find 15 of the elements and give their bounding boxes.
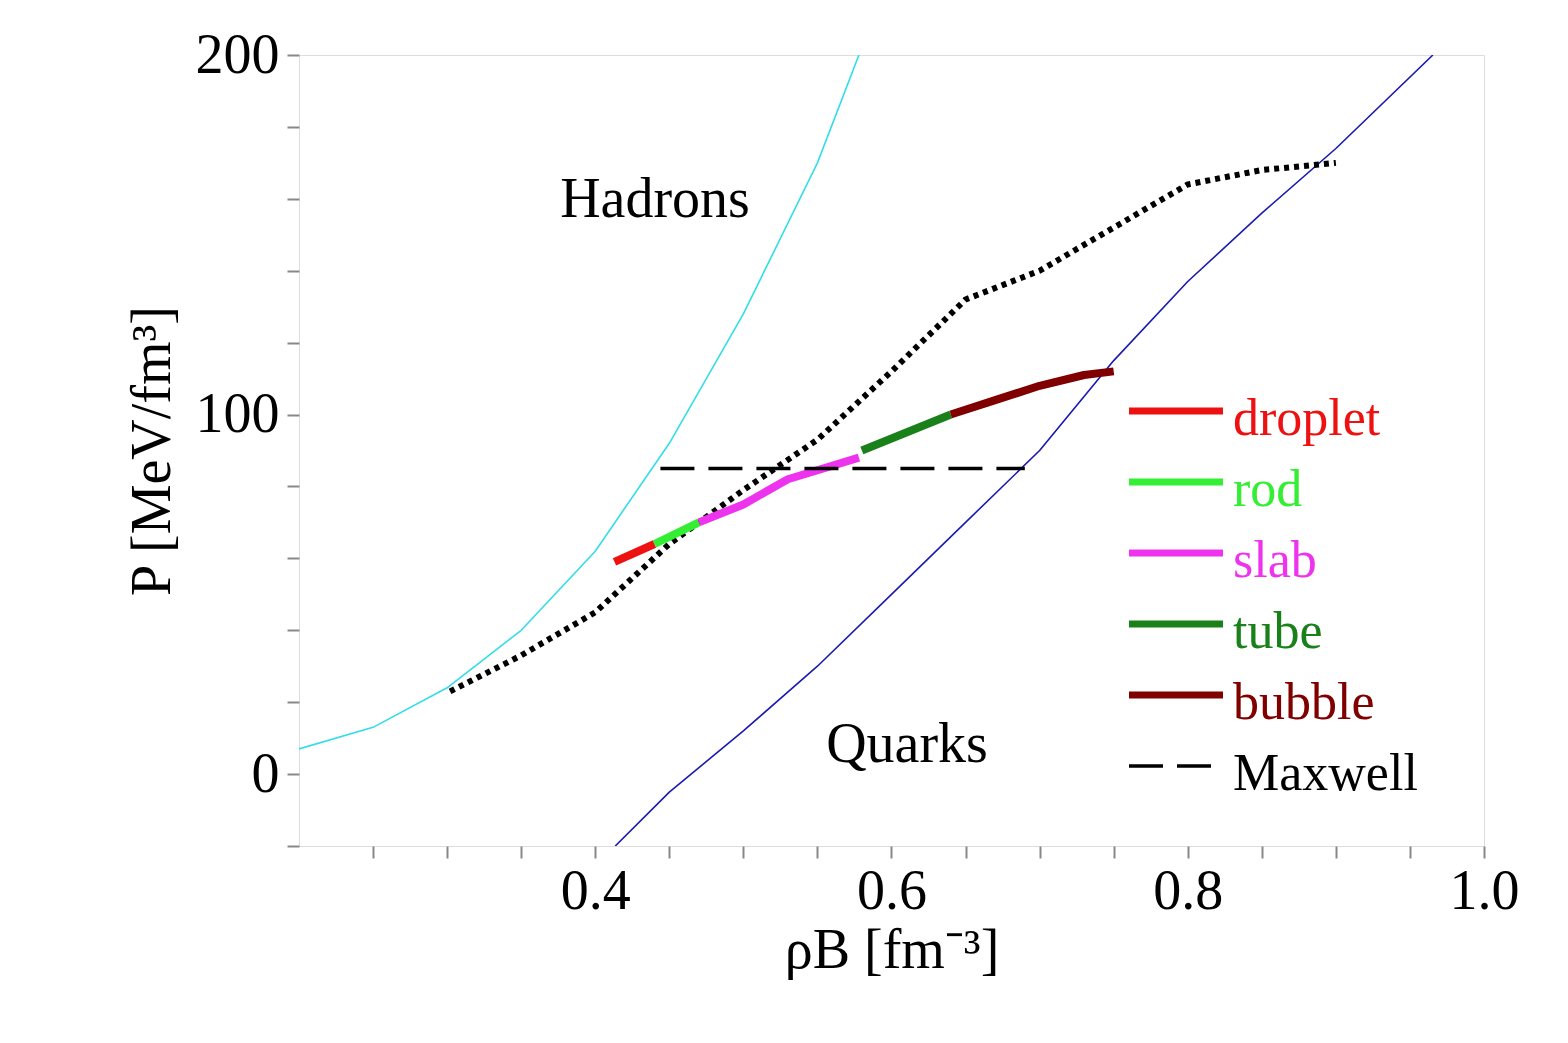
text: 0.4: [560, 858, 631, 921]
legend-label: bubble: [1233, 673, 1375, 730]
y-tick-label: 100: [195, 382, 280, 445]
y-tick-label: 0: [251, 741, 280, 804]
legend-label: Maxwell: [1233, 744, 1418, 801]
y-axis-title: P [MeV/fm³]: [119, 305, 182, 597]
x-tick-label: 1.0: [1449, 858, 1520, 921]
legend-label: tube: [1233, 602, 1323, 659]
annotation: Quarks: [826, 712, 988, 774]
annotation: Hadrons: [560, 167, 750, 229]
legend-label: rod: [1233, 460, 1303, 517]
x-tick-label: 0.8: [1153, 858, 1224, 921]
legend-label: droplet: [1233, 389, 1381, 446]
y-tick-label: 200: [195, 22, 280, 85]
legend-label: slab: [1233, 531, 1317, 588]
